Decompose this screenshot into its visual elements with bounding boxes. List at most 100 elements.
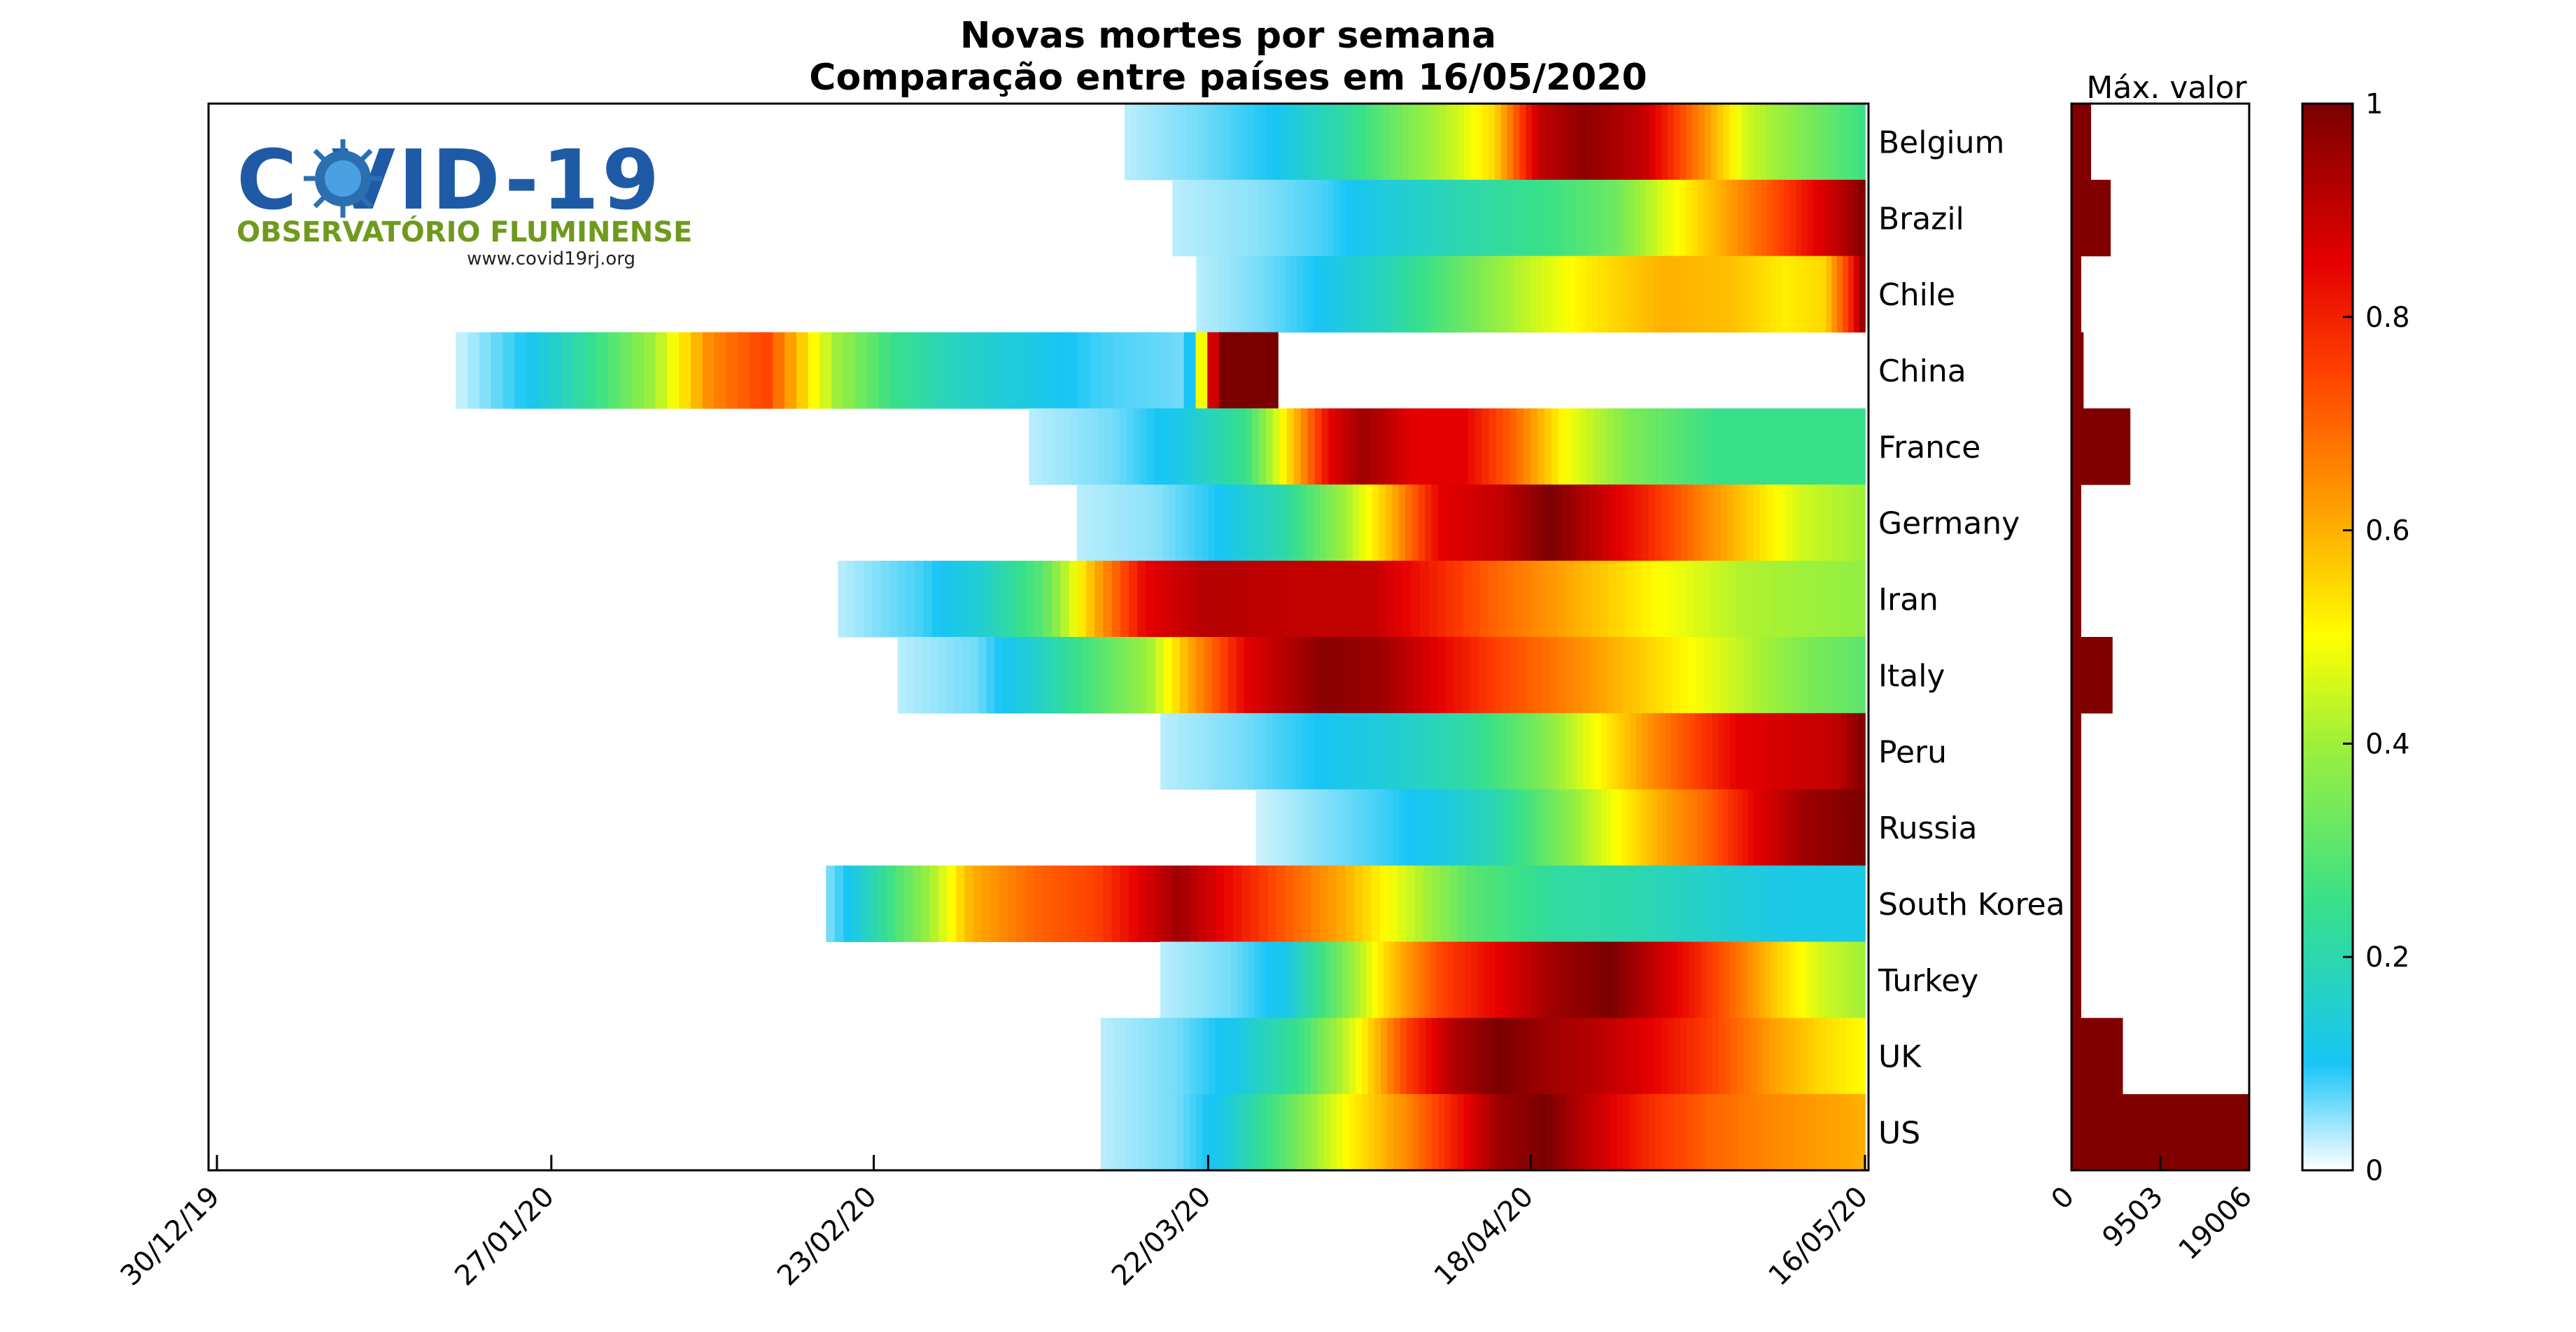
heatmap-cell <box>1337 789 1343 867</box>
heatmap-cell <box>1426 1094 1433 1171</box>
heatmap-cell <box>1792 637 1801 714</box>
heatmap-cell <box>1307 941 1314 1018</box>
heatmap-cell <box>955 865 966 942</box>
heatmap-cell <box>1536 484 1544 561</box>
heatmap-cell <box>1202 1094 1210 1171</box>
heatmap-cell <box>1437 484 1446 561</box>
heatmap-cell <box>1502 637 1511 714</box>
heatmap-cell <box>1174 104 1181 181</box>
heatmap-cell <box>1484 789 1491 867</box>
heatmap-cell <box>1402 255 1409 333</box>
row-label: Russia <box>1878 811 1978 846</box>
heatmap-cell <box>1512 941 1519 1018</box>
heatmap-cell <box>1216 865 1225 942</box>
heatmap-cell <box>1635 1094 1643 1171</box>
heatmap-cell <box>1223 104 1230 181</box>
heatmap-cell <box>1311 789 1318 867</box>
heatmap-cell <box>1192 104 1199 181</box>
heatmap-cell <box>1667 789 1673 867</box>
heatmap-cell <box>1077 865 1087 942</box>
heatmap-cell <box>1359 484 1367 561</box>
heatmap-cell <box>1671 713 1678 790</box>
heatmap-cell <box>1763 789 1769 867</box>
heatmap-cell <box>1500 941 1507 1018</box>
heatmap-cell <box>1189 865 1199 942</box>
heatmap-cell <box>1483 941 1490 1018</box>
heatmap-cell <box>1389 713 1396 790</box>
heatmap-cell <box>1599 561 1609 638</box>
heatmap-cell <box>1514 561 1523 638</box>
heatmap-cell <box>1182 408 1190 485</box>
heatmap-cell <box>1809 255 1816 333</box>
heatmap-cell <box>1728 637 1737 714</box>
heatmap-cell <box>714 332 727 409</box>
heatmap-cell <box>1494 789 1500 867</box>
heatmap-cell <box>1586 255 1593 333</box>
heatmap-cell <box>1383 713 1391 790</box>
heatmap-cell <box>931 561 941 638</box>
heatmap-cell <box>1451 484 1458 561</box>
heatmap-cell <box>1724 1094 1732 1171</box>
heatmap-cell <box>1735 104 1743 181</box>
heatmap-cell <box>1680 1018 1687 1095</box>
heatmap-cell <box>1778 789 1785 867</box>
heatmap-cell <box>1778 865 1788 942</box>
heatmap-cell <box>1401 941 1408 1018</box>
heatmap-cell <box>1085 408 1092 485</box>
heatmap-cell <box>1258 179 1265 257</box>
heatmap-cell <box>1068 865 1078 942</box>
heatmap-cell <box>1397 255 1403 333</box>
heatmap-cell <box>1316 637 1326 714</box>
heatmap-x-axis: 30/12/19 27/01/20 23/02/20 22/03/20 18/04/20… <box>115 1155 1874 1292</box>
heatmap-cell <box>1325 713 1332 790</box>
heatmap-cell <box>1518 713 1526 790</box>
heatmap-cell <box>1136 332 1150 409</box>
heatmap-cell <box>1694 941 1701 1018</box>
heatmap-cell <box>1419 255 1426 333</box>
heatmap-cell <box>1691 865 1701 942</box>
heatmap-cell <box>1382 789 1389 867</box>
heatmap-cell <box>1525 789 1531 867</box>
heatmap-cell <box>1791 104 1798 181</box>
heatmap-cell <box>1488 104 1495 181</box>
heatmap-cell <box>1728 561 1738 638</box>
heatmap-cell <box>921 865 931 942</box>
heatmap-cell <box>1266 1094 1274 1171</box>
heatmap-cell <box>1103 561 1113 638</box>
heatmap-cell <box>1126 1018 1134 1095</box>
heatmap-cell <box>1374 1094 1382 1171</box>
heatmap-cell <box>1563 255 1570 333</box>
heatmap-cell <box>1693 1094 1701 1171</box>
heatmap-cell <box>1677 713 1684 790</box>
heatmap-cell <box>1163 865 1174 942</box>
heatmap-cell <box>1291 789 1297 867</box>
heatmap-cell <box>1794 1018 1802 1095</box>
heatmap-cell <box>1648 1018 1656 1095</box>
heatmap-cell <box>1277 941 1285 1018</box>
heatmap-cell <box>1595 713 1602 790</box>
heatmap-cell <box>1219 713 1226 790</box>
heatmap-cell <box>1703 637 1712 714</box>
heatmap-cell <box>1629 1094 1637 1171</box>
heatmap-cell <box>1170 1018 1178 1095</box>
heatmap-cell <box>1307 713 1314 790</box>
heatmap-cell <box>1316 789 1323 867</box>
heatmap-cell <box>1171 637 1181 714</box>
heatmap-cell <box>1397 179 1404 257</box>
heatmap-cell <box>1476 1018 1484 1095</box>
max-value-bar <box>2071 1018 2123 1095</box>
heatmap-cell <box>1318 255 1325 333</box>
heatmap-cell <box>1409 179 1416 257</box>
heatmap-cell <box>1521 1094 1528 1171</box>
logo-subtitle: OBSERVATÓRIO FLUMINENSE <box>237 215 692 248</box>
heatmap-cell <box>1816 408 1824 485</box>
heatmap-cell <box>1471 561 1481 638</box>
heatmap-cell <box>1667 104 1675 181</box>
heatmap-cell <box>1607 637 1616 714</box>
heatmap-cell <box>1858 408 1866 485</box>
heatmap-cell <box>1325 637 1334 714</box>
heatmap-cell <box>1157 1094 1165 1171</box>
heatmap-cell <box>1754 104 1761 181</box>
heatmap-cell <box>1736 255 1743 333</box>
heatmap-cell <box>1631 255 1638 333</box>
